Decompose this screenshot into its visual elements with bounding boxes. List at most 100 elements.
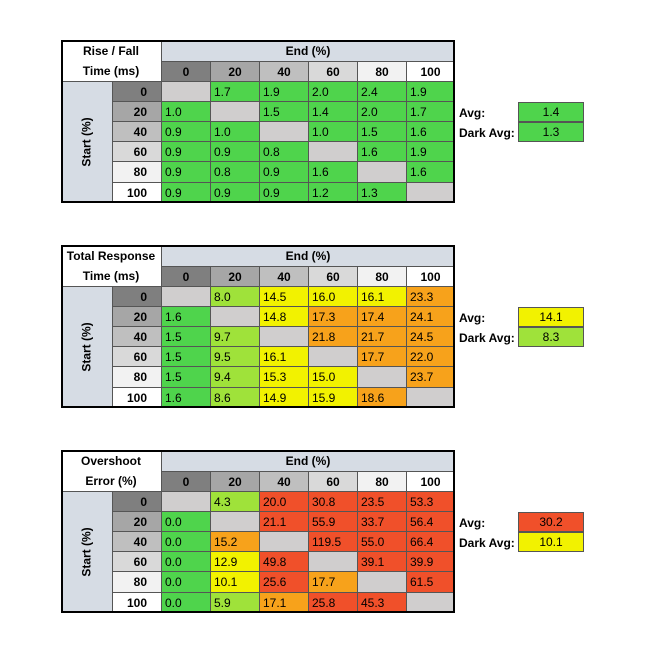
- table-cell: 1.2: [309, 183, 358, 203]
- table-cell: 61.5: [407, 572, 455, 593]
- table-panel-3: Overshoot Error (%) End (%) 0 20 40 60 80 100 Sta…: [61, 450, 455, 613]
- table-cell: 0.9: [211, 183, 260, 203]
- table-cell: 5.9: [211, 593, 260, 613]
- column-header: 100: [407, 472, 455, 492]
- table-cell: 1.7: [407, 102, 455, 122]
- table-cell: 14.5: [260, 287, 309, 307]
- column-header: 20: [211, 62, 260, 82]
- dark-avg-value-box: 10.1: [518, 532, 584, 552]
- diagonal-cell: [358, 162, 407, 183]
- row-header: 20: [113, 512, 162, 532]
- table-cell: 0.8: [260, 142, 309, 162]
- column-header: 0: [162, 472, 211, 492]
- table-cell: 10.1: [211, 572, 260, 593]
- column-header: 40: [260, 472, 309, 492]
- table-cell: 23.7: [407, 367, 455, 388]
- diagonal-cell: [309, 347, 358, 367]
- table-cell: 49.8: [260, 552, 309, 572]
- diagonal-cell: [260, 532, 309, 552]
- table-cell: 1.6: [162, 307, 211, 327]
- table-cell: 15.3: [260, 367, 309, 388]
- diagonal-cell: [309, 142, 358, 162]
- column-header: 60: [309, 62, 358, 82]
- dark-avg-value-box: 1.3: [518, 122, 584, 142]
- table-cell: 14.8: [260, 307, 309, 327]
- dark-avg-label: Dark Avg:: [459, 331, 515, 345]
- start-header-label: Start (%): [79, 527, 94, 577]
- table-cell: 0.0: [162, 572, 211, 593]
- row-header: 100: [113, 593, 162, 613]
- table-title-line2: Time (ms): [82, 63, 140, 78]
- table-cell: 1.5: [260, 102, 309, 122]
- table-cell: 0.0: [162, 593, 211, 613]
- row-header: 20: [113, 102, 162, 122]
- table-cell: 0.0: [162, 552, 211, 572]
- table-cell: 30.8: [309, 492, 358, 512]
- avg-value-box: 14.1: [518, 307, 584, 327]
- diagonal-cell: [162, 287, 211, 307]
- table-cell: 1.4: [309, 102, 358, 122]
- table-cell: 25.8: [309, 593, 358, 613]
- table-cell: 9.7: [211, 327, 260, 347]
- diagonal-cell: [260, 327, 309, 347]
- end-header: End (%): [162, 245, 455, 267]
- table-cell: 39.9: [407, 552, 455, 572]
- row-header: 40: [113, 327, 162, 347]
- column-header: 60: [309, 472, 358, 492]
- table-cell: 1.6: [407, 122, 455, 142]
- diagonal-cell: [309, 552, 358, 572]
- table-cell: 17.1: [260, 593, 309, 613]
- table-cell: 2.4: [358, 82, 407, 102]
- table-cell: 24.5: [407, 327, 455, 347]
- table-cell: 1.0: [309, 122, 358, 142]
- table-cell: 119.5: [309, 532, 358, 552]
- table-cell: 1.5: [162, 367, 211, 388]
- table-cell: 17.3: [309, 307, 358, 327]
- table-title-line2: Time (ms): [82, 268, 140, 283]
- start-header-label: Start (%): [79, 117, 94, 167]
- table-title-line1: Total Response: [66, 248, 156, 263]
- table-cell: 4.3: [211, 492, 260, 512]
- table-cell: 1.5: [162, 347, 211, 367]
- table-title: Overshoot Error (%): [61, 450, 162, 492]
- table-cell: 1.6: [407, 162, 455, 183]
- end-header: End (%): [162, 450, 455, 472]
- dark-avg-label: Dark Avg:: [459, 536, 515, 550]
- row-header: 80: [113, 367, 162, 388]
- table-cell: 1.9: [407, 142, 455, 162]
- column-header: 40: [260, 267, 309, 287]
- table-cell: 1.3: [358, 183, 407, 203]
- diagonal-cell: [211, 512, 260, 532]
- row-header: 60: [113, 552, 162, 572]
- diagonal-cell: [407, 183, 455, 203]
- table-cell: 1.6: [358, 142, 407, 162]
- column-header: 0: [162, 267, 211, 287]
- table-cell: 23.3: [407, 287, 455, 307]
- table-cell: 0.9: [162, 122, 211, 142]
- row-header: 60: [113, 347, 162, 367]
- table-cell: 24.1: [407, 307, 455, 327]
- table-cell: 56.4: [407, 512, 455, 532]
- table-cell: 1.0: [162, 102, 211, 122]
- table-panel-1: Rise / Fall Time (ms) End (%) 0 20 40 60 80 100 S…: [61, 40, 455, 203]
- table-cell: 14.9: [260, 388, 309, 408]
- table-cell: 22.0: [407, 347, 455, 367]
- avg-value-box: 1.4: [518, 102, 584, 122]
- table-title-line2: Error (%): [85, 473, 137, 488]
- table-cell: 1.6: [309, 162, 358, 183]
- diagonal-cell: [162, 82, 211, 102]
- table-cell: 15.2: [211, 532, 260, 552]
- row-header: 80: [113, 162, 162, 183]
- table-cell: 0.9: [162, 183, 211, 203]
- table-cell: 17.4: [358, 307, 407, 327]
- avg-label: Avg:: [459, 311, 486, 325]
- column-header: 80: [358, 267, 407, 287]
- column-header: 80: [358, 472, 407, 492]
- table-cell: 1.7: [211, 82, 260, 102]
- row-header: 80: [113, 572, 162, 593]
- column-header: 0: [162, 62, 211, 82]
- diagonal-cell: [358, 572, 407, 593]
- table-cell: 2.0: [358, 102, 407, 122]
- table-cell: 0.9: [260, 162, 309, 183]
- row-header: 40: [113, 122, 162, 142]
